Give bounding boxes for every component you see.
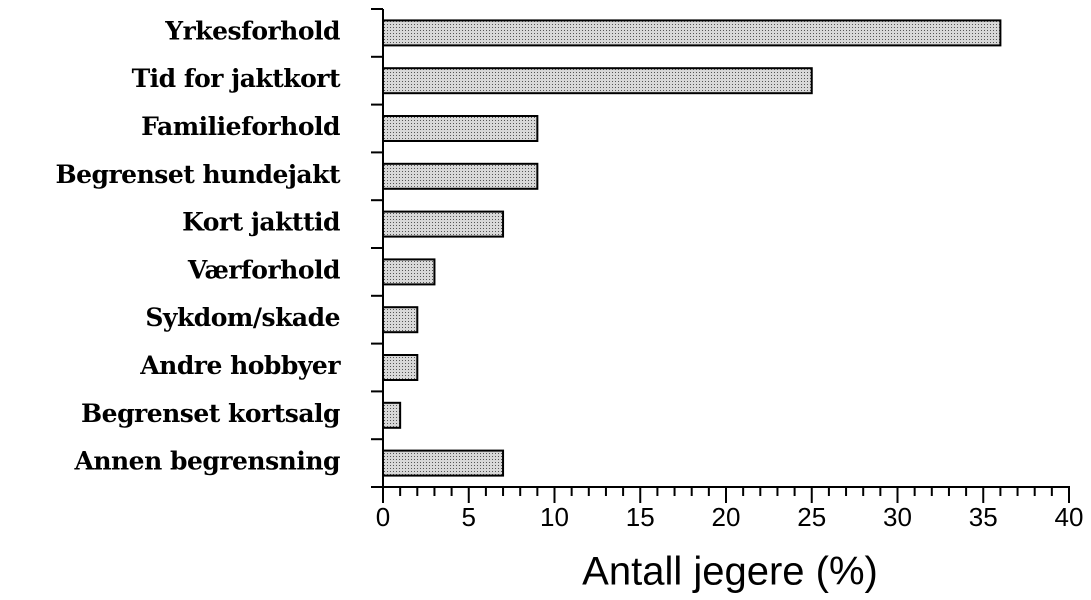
x-tick-label: 30 — [883, 502, 912, 532]
y-tick-label: Andre hobbyer — [139, 351, 341, 380]
y-tick-label: Sykdom/skade — [145, 303, 340, 332]
bar — [382, 19, 1002, 47]
bar — [382, 401, 402, 429]
bar — [382, 354, 419, 381]
x-tick-label: 35 — [969, 502, 998, 532]
y-tick-label: Familieforhold — [141, 112, 340, 141]
x-tick-label: 10 — [540, 502, 569, 532]
x-tick-label: 5 — [462, 502, 476, 532]
bar — [382, 449, 505, 477]
bar — [382, 115, 539, 142]
bar — [382, 67, 813, 95]
y-tick-label: Yrkesforhold — [164, 16, 340, 45]
y-tick-label: Værforhold — [187, 255, 340, 284]
x-tick-label: 0 — [376, 502, 390, 532]
bar — [382, 258, 436, 286]
y-tick-label: Kort jakttid — [182, 208, 340, 237]
y-tick-label: Begrenset kortsalg — [81, 399, 340, 428]
x-axis-label: Antall jegere (%) — [582, 550, 878, 594]
bar — [382, 162, 539, 190]
x-tick-label: 15 — [626, 502, 655, 532]
y-tick-label: Begrenset hundejakt — [55, 160, 340, 189]
bar — [382, 306, 419, 334]
y-tick-label: Annen begrensning — [73, 447, 340, 476]
bar — [382, 210, 505, 238]
x-tick-label: 20 — [712, 502, 741, 532]
x-tick-label: 40 — [1055, 502, 1084, 532]
y-tick-label: Tid for jaktkort — [132, 64, 341, 93]
x-tick-label: 25 — [797, 502, 826, 532]
